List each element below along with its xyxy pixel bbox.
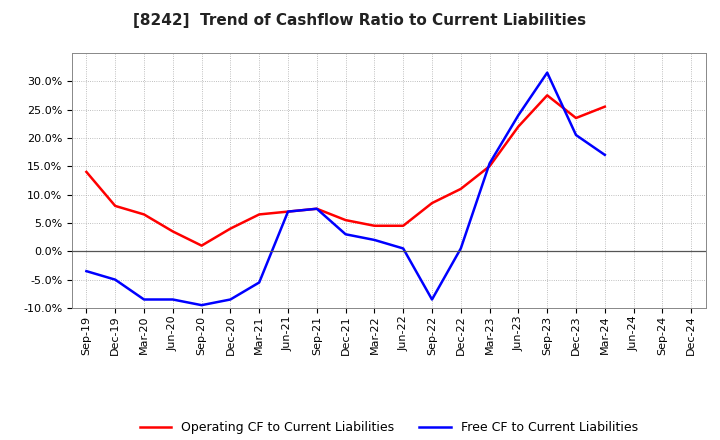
Free CF to Current Liabilities [284,209,292,214]
Operating CF to Current Liabilities [600,104,609,109]
Free CF to Current Liabilities [428,297,436,302]
Free CF to Current Liabilities [543,70,552,75]
Free CF to Current Liabilities [312,206,321,211]
Free CF to Current Liabilities [600,152,609,158]
Operating CF to Current Liabilities [543,93,552,98]
Operating CF to Current Liabilities [255,212,264,217]
Line: Operating CF to Current Liabilities: Operating CF to Current Liabilities [86,95,605,246]
Operating CF to Current Liabilities [140,212,148,217]
Operating CF to Current Liabilities [197,243,206,248]
Operating CF to Current Liabilities [341,217,350,223]
Free CF to Current Liabilities [370,237,379,242]
Operating CF to Current Liabilities [428,201,436,206]
Operating CF to Current Liabilities [456,186,465,191]
Free CF to Current Liabilities [197,303,206,308]
Operating CF to Current Liabilities [312,206,321,211]
Operating CF to Current Liabilities [485,164,494,169]
Free CF to Current Liabilities [111,277,120,282]
Free CF to Current Liabilities [572,132,580,138]
Legend: Operating CF to Current Liabilities, Free CF to Current Liabilities: Operating CF to Current Liabilities, Fre… [140,422,638,434]
Free CF to Current Liabilities [514,113,523,118]
Free CF to Current Liabilities [226,297,235,302]
Operating CF to Current Liabilities [514,124,523,129]
Text: [8242]  Trend of Cashflow Ratio to Current Liabilities: [8242] Trend of Cashflow Ratio to Curren… [133,13,587,28]
Free CF to Current Liabilities [456,246,465,251]
Free CF to Current Liabilities [140,297,148,302]
Operating CF to Current Liabilities [168,229,177,234]
Line: Free CF to Current Liabilities: Free CF to Current Liabilities [86,73,605,305]
Operating CF to Current Liabilities [399,223,408,228]
Free CF to Current Liabilities [485,161,494,166]
Operating CF to Current Liabilities [226,226,235,231]
Operating CF to Current Liabilities [82,169,91,175]
Operating CF to Current Liabilities [284,209,292,214]
Free CF to Current Liabilities [255,280,264,285]
Operating CF to Current Liabilities [370,223,379,228]
Free CF to Current Liabilities [341,231,350,237]
Free CF to Current Liabilities [168,297,177,302]
Operating CF to Current Liabilities [572,115,580,121]
Free CF to Current Liabilities [82,268,91,274]
Operating CF to Current Liabilities [111,203,120,209]
Free CF to Current Liabilities [399,246,408,251]
